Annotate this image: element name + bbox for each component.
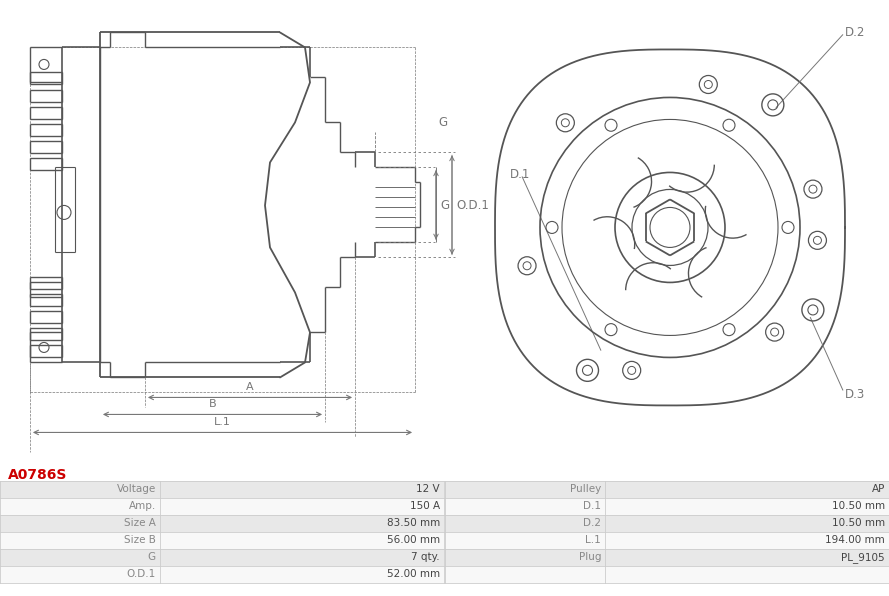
Text: G: G xyxy=(438,116,447,129)
Bar xyxy=(445,481,889,498)
Text: 83.50 mm: 83.50 mm xyxy=(387,519,440,529)
Text: 52.00 mm: 52.00 mm xyxy=(387,570,440,579)
Bar xyxy=(0,498,444,515)
Text: 56.00 mm: 56.00 mm xyxy=(387,535,440,545)
Text: 10.50 mm: 10.50 mm xyxy=(832,501,885,511)
Bar xyxy=(445,549,889,566)
Text: 194.00 mm: 194.00 mm xyxy=(825,535,885,545)
Text: G: G xyxy=(440,199,449,212)
Text: Pulley: Pulley xyxy=(570,485,601,495)
Text: Amp.: Amp. xyxy=(129,501,156,511)
Text: 150 A: 150 A xyxy=(410,501,440,511)
Bar xyxy=(0,566,444,583)
Text: D.1: D.1 xyxy=(583,501,601,511)
Text: L.1: L.1 xyxy=(214,417,231,427)
Bar xyxy=(445,498,889,515)
Bar xyxy=(445,566,889,583)
Text: PL_9105: PL_9105 xyxy=(841,552,885,563)
Text: 12 V: 12 V xyxy=(416,485,440,495)
Text: B: B xyxy=(209,399,216,409)
Text: 7 qty.: 7 qty. xyxy=(412,552,440,563)
Text: A0786S: A0786S xyxy=(8,468,68,482)
Bar xyxy=(0,549,444,566)
Text: D.2: D.2 xyxy=(845,26,865,39)
Text: O.D.1: O.D.1 xyxy=(127,570,156,579)
Text: L.1: L.1 xyxy=(585,535,601,545)
Bar xyxy=(0,515,444,532)
Text: D.2: D.2 xyxy=(583,519,601,529)
Text: Size B: Size B xyxy=(124,535,156,545)
Bar xyxy=(0,532,444,549)
Bar xyxy=(445,532,889,549)
Text: A: A xyxy=(246,383,254,392)
Bar xyxy=(0,481,444,498)
Text: Voltage: Voltage xyxy=(116,485,156,495)
Text: G: G xyxy=(148,552,156,563)
Text: O.D.1: O.D.1 xyxy=(456,199,489,212)
Text: D.1: D.1 xyxy=(510,168,531,181)
Text: Size A: Size A xyxy=(124,519,156,529)
Text: D.3: D.3 xyxy=(845,388,865,401)
Text: AP: AP xyxy=(871,485,885,495)
Bar xyxy=(445,515,889,532)
Text: 10.50 mm: 10.50 mm xyxy=(832,519,885,529)
Text: Plug: Plug xyxy=(579,552,601,563)
